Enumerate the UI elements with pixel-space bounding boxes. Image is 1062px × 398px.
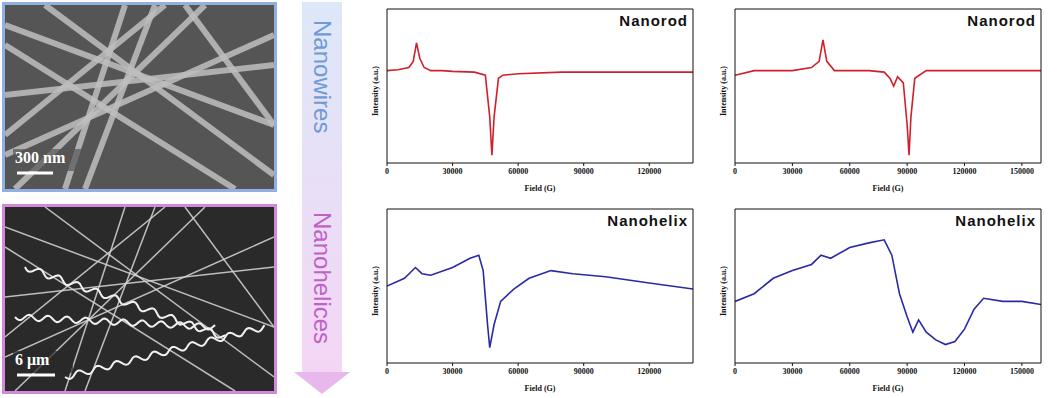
svg-text:Intensity (a.u.): Intensity (a.u.) <box>371 266 380 316</box>
svg-text:60000: 60000 <box>840 167 860 176</box>
svg-text:90000: 90000 <box>897 367 917 376</box>
svg-text:90000: 90000 <box>897 167 917 176</box>
html-text:Nanohelices: Nanohelices <box>309 212 336 345</box>
html-text:Nanorod: Nanorod <box>967 12 1036 29</box>
svg-text:150000: 150000 <box>1010 367 1034 376</box>
svg-text:0: 0 <box>733 167 737 176</box>
svg-text:90000: 90000 <box>574 367 594 376</box>
html-text:Nanohelix: Nanohelix <box>955 212 1036 229</box>
svg-text:Field (G): Field (G) <box>525 384 556 393</box>
svg-text:90000: 90000 <box>574 167 594 176</box>
svg-text:120000: 120000 <box>637 367 661 376</box>
svg-text:60000: 60000 <box>840 367 860 376</box>
svg-text:Field (G): Field (G) <box>873 384 904 393</box>
html-text:Nanohelix: Nanohelix <box>607 212 688 229</box>
svg-text:60000: 60000 <box>508 367 528 376</box>
svg-text:Field (G): Field (G) <box>873 184 904 193</box>
html-text:300 nm: 300 nm <box>15 149 66 166</box>
svg-text:0: 0 <box>385 367 389 376</box>
svg-text:120000: 120000 <box>637 167 661 176</box>
svg-text:Intensity (a.u.): Intensity (a.u.) <box>719 266 728 316</box>
html-text:Nanowires: Nanowires <box>309 20 336 134</box>
svg-text:60000: 60000 <box>508 167 528 176</box>
html-text:Nanorod: Nanorod <box>619 12 688 29</box>
svg-text:Field (G): Field (G) <box>525 184 556 193</box>
svg-text:0: 0 <box>733 367 737 376</box>
svg-text:Intensity (a.u.): Intensity (a.u.) <box>371 66 380 116</box>
svg-text:120000: 120000 <box>953 167 977 176</box>
svg-text:30000: 30000 <box>782 367 802 376</box>
svg-text:Intensity (a.u.): Intensity (a.u.) <box>719 66 728 116</box>
svg-text:0: 0 <box>385 167 389 176</box>
svg-text:30000: 30000 <box>443 167 463 176</box>
svg-text:30000: 30000 <box>443 367 463 376</box>
svg-text:150000: 150000 <box>1010 167 1034 176</box>
svg-text:120000: 120000 <box>953 367 977 376</box>
svg-text:30000: 30000 <box>782 167 802 176</box>
html-text:6 μm: 6 μm <box>15 351 50 368</box>
